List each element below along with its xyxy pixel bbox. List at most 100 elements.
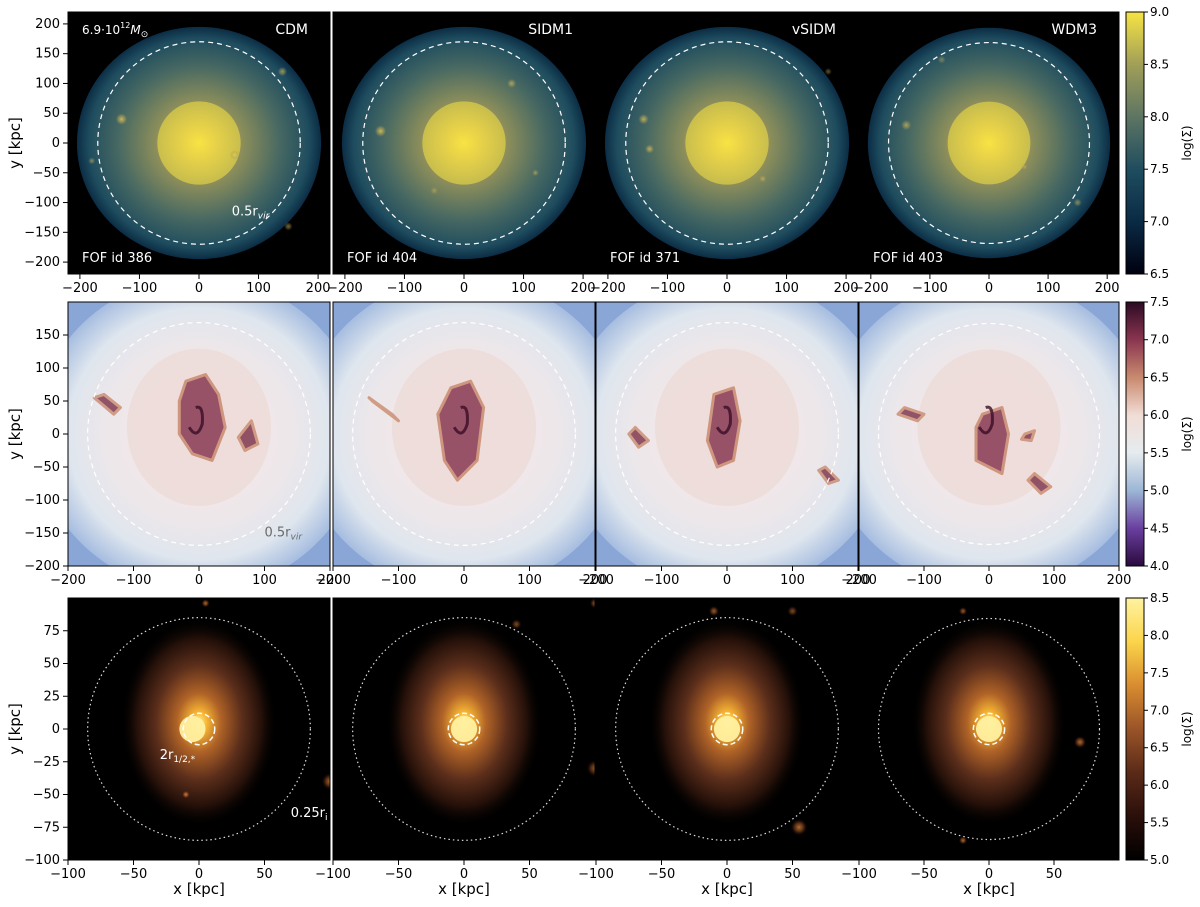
virial-circle: [887, 41, 1091, 245]
y-tick-label: 25: [43, 689, 60, 704]
half-mass-circle: [447, 712, 481, 746]
gas-clump: [236, 419, 260, 452]
virial-circle: [87, 322, 311, 546]
density-map: [87, 599, 330, 841]
x-tick-label: −200: [315, 573, 351, 588]
axes-ticks-r2-c0: −100 −50 0 50 75 50 25 0 −25 −50 −75 −100: [24, 624, 272, 882]
x-tick-label: −50: [120, 867, 147, 882]
colorbar-tick-label: 5.5: [1150, 816, 1169, 830]
y-tick-label: 0: [52, 136, 60, 151]
x-tick-label: −100: [116, 573, 152, 588]
colorbar-tick-label: 6.5: [1150, 370, 1169, 384]
subhalo: [374, 125, 387, 138]
density-map: [352, 598, 595, 841]
x-tick-label: −200: [853, 281, 889, 296]
gas-clump: [627, 425, 650, 449]
satellite: [586, 759, 595, 777]
dm-panel-SIDM1: SIDM1 FOF id 404: [332, 11, 596, 275]
virial-circle: [362, 41, 566, 245]
subhalo: [277, 66, 288, 77]
outer-circle: [352, 617, 576, 841]
colorbar-bar: [1125, 597, 1145, 861]
satellite: [958, 836, 968, 845]
satellite: [589, 598, 595, 609]
x-tick-label: 200: [1107, 573, 1132, 588]
gas-panel-2: [595, 301, 859, 567]
axes-ticks-r2-c2: −100 −50 0 50: [578, 860, 801, 882]
colorbar-tick-label: 8.0: [1150, 628, 1169, 642]
x-tick-label: 200: [571, 281, 596, 296]
colorbar-tick-label: 7.0: [1150, 215, 1169, 229]
stellar-core: [976, 716, 1002, 742]
x-tick-label: 200: [306, 281, 331, 296]
density-map: [877, 606, 1101, 845]
model-label: WDM3: [1051, 22, 1097, 38]
x-tick-label: −200: [62, 281, 98, 296]
colorbar-tick-label: 7.0: [1150, 333, 1169, 347]
y-tick-label: −100: [24, 853, 60, 868]
y-axis-label: y [kpc]: [6, 117, 24, 169]
density-map: [604, 26, 850, 260]
x-tick-label: 0: [985, 573, 993, 588]
colorbar-tick-label: 7.5: [1150, 162, 1169, 176]
x-tick-label: −100: [650, 281, 686, 296]
x-tick-label: 0: [195, 573, 203, 588]
x-tick-label: −50: [385, 867, 412, 882]
subhalo: [88, 157, 96, 165]
fof-id-label: FOF id 404: [347, 251, 417, 266]
x-tick-label: 0: [723, 867, 731, 882]
x-tick-label: −100: [50, 867, 86, 882]
x-tick-label: −200: [50, 573, 86, 588]
colorbar-tick-label: 4.0: [1150, 559, 1169, 573]
colorbar-tick-label: 5.5: [1150, 446, 1169, 460]
x-tick-label: −200: [590, 281, 626, 296]
colorbar-tick-label: 9.0: [1150, 5, 1169, 19]
subhalo: [937, 55, 946, 64]
x-tick-label: −200: [578, 573, 614, 588]
x-tick-label: −100: [841, 867, 877, 882]
y-tick-label: 0: [52, 427, 60, 442]
axes-ticks-r0-c0: −200 −100 0 100 200 200 150 100 50 0 −50 −100 −150 −2…: [24, 17, 330, 296]
circle-label-sub: vir: [258, 212, 271, 222]
x-tick-label: 50: [521, 867, 538, 882]
x-tick-label: 100: [780, 573, 805, 588]
x-tick-label: 100: [774, 281, 799, 296]
outer-circle: [87, 617, 311, 841]
x-tick-label: 200: [834, 281, 859, 296]
y-tick-label: 150: [35, 47, 60, 62]
gas-disc: [974, 406, 1010, 476]
x-axis-label: x [kpc]: [701, 880, 753, 898]
subhalo: [506, 78, 517, 89]
outer-circle-label: 0.25ri: [291, 806, 328, 823]
y-tick-label: −200: [24, 559, 60, 574]
colorbar-tick-label: 6.5: [1150, 741, 1169, 755]
axes-ticks-r0-c3: −200 −100 0 100 200: [853, 274, 1120, 296]
y-tick-label: −50: [33, 788, 60, 803]
half-mass-circle: [710, 712, 744, 746]
axes-ticks-r1-c1: −200 −100 0 100 200: [315, 566, 607, 588]
half-mass-circle: [182, 712, 216, 746]
y-tick-label: −100: [24, 493, 60, 508]
subhalo: [229, 150, 240, 160]
y-tick-label: 200: [35, 17, 60, 32]
colorbar-stars: 8.5 8.0 7.5 7.0 6.5 6.0 5.5 5.0 log(Σ): [1125, 591, 1194, 867]
halo-mass-unit: M: [130, 23, 141, 37]
colorbar-tick-label: 6.5: [1150, 267, 1169, 281]
y-tick-label: −50: [33, 166, 60, 181]
x-tick-label: 200: [318, 573, 343, 588]
x-axis-label: x [kpc]: [963, 880, 1015, 898]
gas-clump: [817, 465, 840, 485]
stellar-core: [179, 715, 206, 743]
x-tick-label: 200: [583, 573, 608, 588]
axes-ticks-r2-c3: −100 −50 0 50: [841, 860, 1062, 882]
satellite: [790, 818, 808, 836]
gas-panel-3: [858, 301, 1120, 567]
inner-circle-sub: 1/2,*: [173, 755, 195, 765]
satellite: [181, 790, 191, 799]
density-map: [76, 26, 322, 260]
density-map: [596, 302, 858, 566]
x-tick-label: 0: [460, 867, 468, 882]
y-tick-label: 50: [43, 394, 60, 409]
colorbar-dark_matter: 9.0 8.5 8.0 7.5 7.0 6.5 log(Σ): [1125, 5, 1194, 281]
